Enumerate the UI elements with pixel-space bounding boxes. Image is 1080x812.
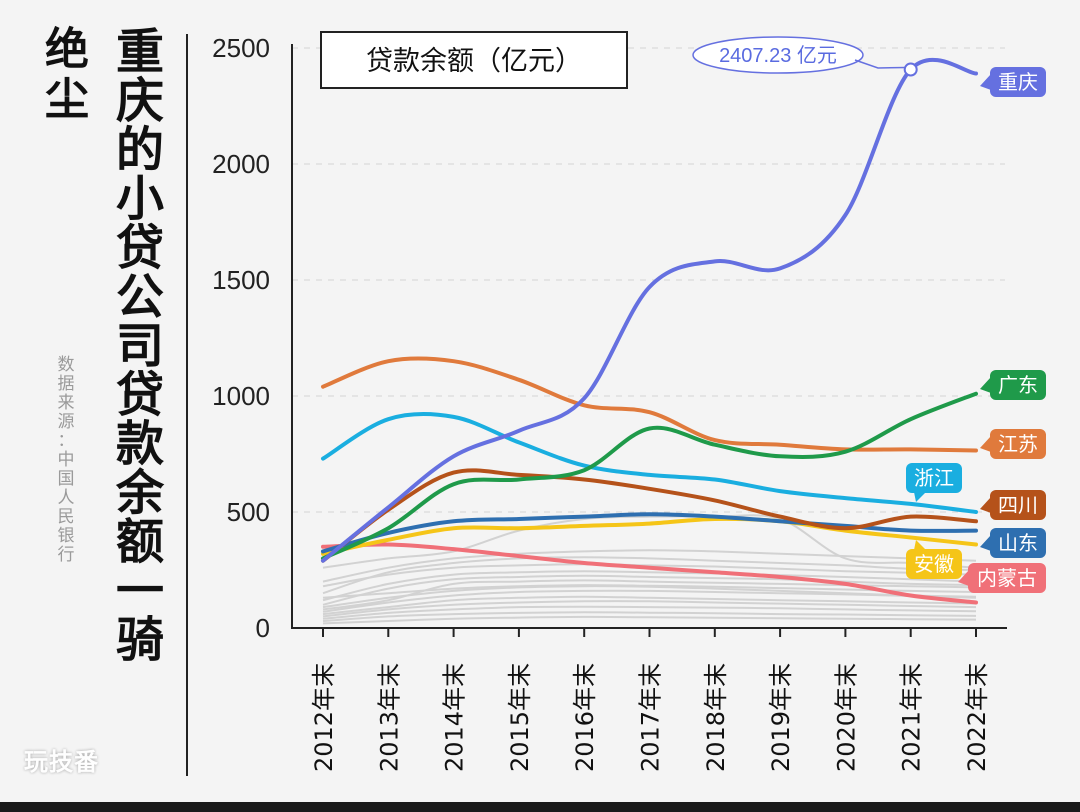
background-series-line bbox=[322, 570, 977, 602]
y-tick-label: 0 bbox=[256, 613, 270, 643]
title-char: 司 bbox=[115, 318, 164, 374]
annotation-pointer bbox=[854, 59, 906, 69]
background-series-line bbox=[322, 615, 977, 625]
series-end-label: 四川 bbox=[980, 490, 1046, 520]
axes: 0 500 1000 1500 2000 2500 2012年末 2013年末 2014年末 20… bbox=[212, 33, 1007, 772]
title-char: 庆 bbox=[115, 73, 164, 129]
source-char: 中 bbox=[57, 450, 75, 470]
background-series-lines bbox=[322, 514, 977, 625]
title-char: 一 bbox=[115, 563, 164, 619]
source-char: ： bbox=[57, 431, 75, 451]
background-series-line bbox=[322, 611, 977, 622]
x-tick-label: 2012年末 bbox=[310, 663, 338, 772]
x-tick-label: 2016年末 bbox=[571, 663, 599, 772]
title-char: 重 bbox=[115, 24, 164, 80]
chart-side-title-suffix: 绝尘 bbox=[40, 28, 94, 128]
title-char: 余 bbox=[115, 465, 164, 521]
x-tick-label: 2020年末 bbox=[832, 663, 860, 772]
series-line bbox=[321, 391, 978, 561]
chart-title: 贷款余额（亿元） bbox=[366, 46, 582, 77]
grid-lines bbox=[292, 47, 1005, 513]
title-char: 额 bbox=[115, 514, 164, 570]
y-tick-label: 500 bbox=[227, 497, 270, 527]
source-char: 民 bbox=[57, 507, 75, 527]
series-label-text: 浙江 bbox=[914, 466, 954, 490]
series-label-text: 内蒙古 bbox=[977, 566, 1037, 590]
series-line bbox=[321, 356, 978, 453]
source-char: 据 bbox=[57, 374, 75, 394]
x-tick-label: 2021年末 bbox=[898, 663, 926, 772]
series-label-text: 四川 bbox=[998, 493, 1038, 517]
bottom-bar bbox=[0, 802, 1080, 812]
series-end-label: 广东 bbox=[980, 370, 1046, 400]
series-end-label: 山东 bbox=[980, 528, 1046, 558]
title-char: 的 bbox=[115, 122, 164, 178]
chart-side-title: 重庆的小贷公司贷款余额一骑 bbox=[110, 28, 170, 665]
y-tick-label: 1500 bbox=[212, 265, 270, 295]
x-tick-label: 2015年末 bbox=[506, 663, 534, 772]
source-char: 来 bbox=[57, 393, 75, 413]
x-tick-label: 2017年末 bbox=[637, 663, 665, 772]
series-line bbox=[321, 516, 978, 556]
series-end-label: 内蒙古 bbox=[958, 563, 1046, 593]
title-char: 骑 bbox=[115, 612, 164, 668]
background-series-line bbox=[322, 556, 977, 595]
title-char: 小 bbox=[115, 171, 164, 227]
annotation-marker bbox=[903, 62, 918, 77]
y-tick-label: 1000 bbox=[212, 381, 270, 411]
series-end-label: 重庆 bbox=[980, 67, 1046, 97]
series-label-text: 广东 bbox=[998, 373, 1038, 397]
title-char: 贷 bbox=[115, 367, 164, 423]
series-line bbox=[321, 411, 978, 514]
x-tick-label: 2013年末 bbox=[375, 663, 403, 772]
x-tick-label: 2019年末 bbox=[767, 663, 795, 772]
series-label-text: 山东 bbox=[998, 531, 1038, 555]
chart-title-box: 贷款余额（亿元） bbox=[320, 31, 628, 89]
series-label-text: 重庆 bbox=[998, 70, 1038, 94]
series-line bbox=[321, 542, 978, 605]
title-char: 绝 bbox=[45, 24, 89, 75]
series-lines bbox=[321, 57, 978, 605]
background-series-line bbox=[322, 605, 977, 620]
series-end-label: 安徽 bbox=[906, 540, 962, 579]
annotation-text: 2407.23 亿元 bbox=[719, 44, 837, 67]
source-char: 人 bbox=[57, 488, 75, 508]
source-char: 行 bbox=[57, 545, 75, 565]
series-line bbox=[321, 57, 978, 563]
source-char: 国 bbox=[57, 469, 75, 489]
annotation-bubble bbox=[692, 36, 864, 74]
data-source-note: 数据来源：中国人民银行 bbox=[56, 356, 76, 565]
y-tick-label: 2000 bbox=[212, 149, 270, 179]
title-char: 公 bbox=[115, 269, 164, 325]
x-tick-label: 2022年末 bbox=[963, 663, 991, 772]
background-series-line bbox=[322, 600, 977, 618]
source-char: 源 bbox=[57, 412, 75, 432]
title-divider bbox=[186, 34, 188, 776]
x-tick-label: 2018年末 bbox=[702, 663, 730, 772]
source-char: 数 bbox=[57, 355, 75, 375]
background-series-line bbox=[322, 563, 977, 588]
y-tick-label: 2500 bbox=[212, 33, 270, 63]
background-series-line bbox=[322, 574, 977, 606]
background-series-line bbox=[322, 584, 977, 599]
series-end-label: 江苏 bbox=[980, 429, 1046, 459]
background-series-line bbox=[322, 549, 977, 583]
title-char: 款 bbox=[115, 416, 164, 472]
source-char: 银 bbox=[57, 526, 75, 546]
x-tick-label: 2014年末 bbox=[441, 663, 469, 772]
series-line bbox=[321, 468, 978, 563]
background-series-line bbox=[322, 595, 977, 616]
series-label-text: 江苏 bbox=[998, 432, 1038, 456]
title-char: 贷 bbox=[115, 220, 164, 276]
title-char: 尘 bbox=[45, 74, 89, 125]
watermark-text: 玩技番 bbox=[24, 748, 99, 776]
series-label-text: 安徽 bbox=[914, 552, 954, 576]
background-series-line bbox=[322, 514, 977, 569]
series-end-label: 浙江 bbox=[906, 463, 962, 502]
peak-annotation: 2407.23 亿元 bbox=[692, 36, 918, 77]
background-series-line bbox=[322, 589, 977, 613]
